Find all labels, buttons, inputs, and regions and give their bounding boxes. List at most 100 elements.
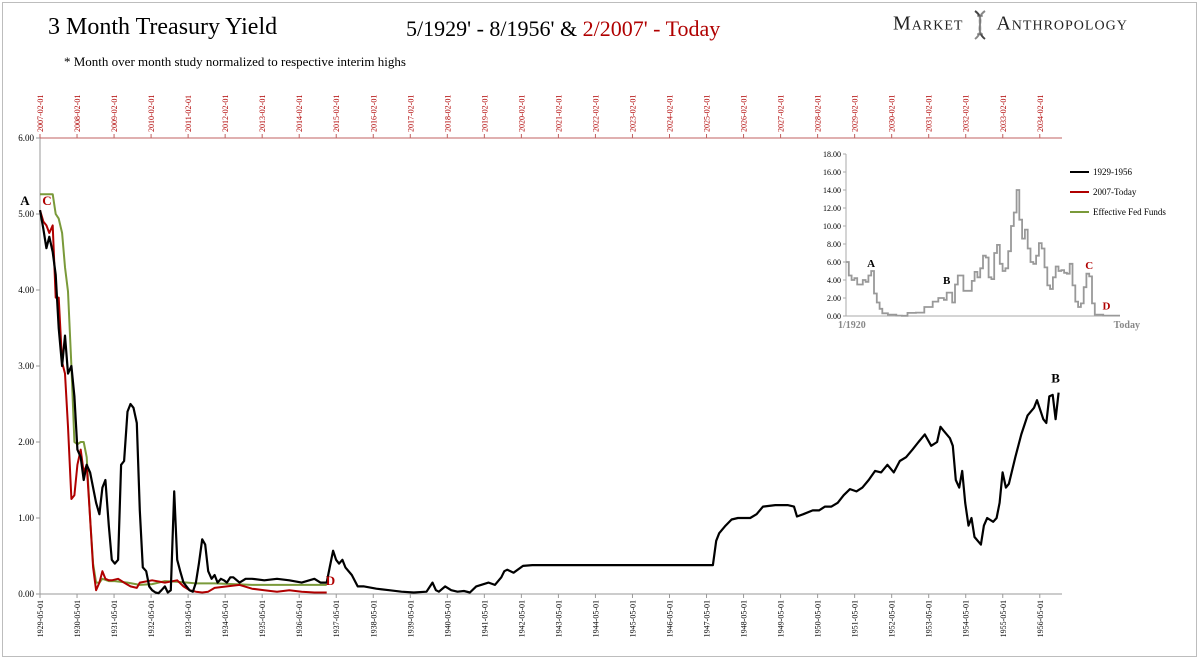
y-tick-label: 3.00 <box>18 361 34 371</box>
y-tick-label: 5.00 <box>18 209 34 219</box>
top-tick-label: 2011-02-01 <box>184 95 193 132</box>
top-tick-label: 2018-02-01 <box>443 95 452 132</box>
inset-y-tick-label: 12.00 <box>823 204 841 213</box>
x-tick-label: 1933-05-01 <box>184 600 193 637</box>
x-tick-label: 1935-05-01 <box>258 600 267 637</box>
x-tick-label: 1938-05-01 <box>369 600 378 637</box>
inset-annotation-B: B <box>943 275 951 287</box>
chart-note: * Month over month study normalized to r… <box>64 54 406 69</box>
x-tick-label: 1955-05-01 <box>999 600 1008 637</box>
x-tick-label: 1956-05-01 <box>1036 600 1045 637</box>
inset-y-tick-label: 4.00 <box>827 276 841 285</box>
x-tick-label: 1944-05-01 <box>591 600 600 637</box>
top-tick-label: 2028-02-01 <box>814 95 823 132</box>
top-tick-label: 2023-02-01 <box>628 95 637 132</box>
top-tick-label: 2032-02-01 <box>962 95 971 132</box>
top-tick-label: 2019-02-01 <box>480 95 489 132</box>
y-tick-label: 0.00 <box>18 589 34 599</box>
top-tick-label: 2008-02-01 <box>73 95 82 132</box>
inset-y-tick-label: 10.00 <box>823 222 841 231</box>
dna-icon <box>974 10 987 40</box>
annotation-A: A <box>20 193 30 208</box>
x-tick-label: 1930-05-01 <box>73 600 82 637</box>
top-tick-label: 2007-02-01 <box>36 95 45 132</box>
top-tick-label: 2025-02-01 <box>703 95 712 132</box>
brand-logo: Market Anthropology <box>893 10 1128 40</box>
top-tick-label: 2009-02-01 <box>110 95 119 132</box>
annotation-B: B <box>1051 371 1060 386</box>
inset-annotation-D: D <box>1102 300 1110 312</box>
top-tick-label: 2021-02-01 <box>554 95 563 132</box>
x-tick-label: 1942-05-01 <box>517 600 526 637</box>
annotation-D: D <box>326 573 335 588</box>
inset-y-tick-label: 14.00 <box>823 186 841 195</box>
inset-y-tick-label: 6.00 <box>827 258 841 267</box>
legend-label: 2007-Today <box>1093 187 1137 197</box>
brand-right: Anthropology <box>996 12 1128 35</box>
series-line-s1929 <box>38 210 1060 595</box>
x-tick-label: 1943-05-01 <box>554 600 563 637</box>
x-tick-label: 1929-05-01 <box>36 600 45 637</box>
x-tick-label: 1954-05-01 <box>962 600 971 637</box>
inset-annotation-C: C <box>1085 260 1093 272</box>
top-tick-label: 2029-02-01 <box>851 95 860 132</box>
x-tick-label: 1941-05-01 <box>480 600 489 637</box>
y-tick-label: 6.00 <box>18 133 34 143</box>
inset-y-tick-label: 8.00 <box>827 240 841 249</box>
inset-y-tick-label: 16.00 <box>823 168 841 177</box>
top-tick-label: 2010-02-01 <box>147 95 156 132</box>
inset-end-label: Today <box>1114 320 1140 331</box>
legend-label: Effective Fed Funds <box>1093 207 1166 217</box>
x-tick-label: 1931-05-01 <box>110 600 119 637</box>
top-tick-label: 2017-02-01 <box>406 95 415 132</box>
top-tick-label: 2031-02-01 <box>925 95 934 132</box>
top-tick-label: 2033-02-01 <box>999 95 1008 132</box>
top-tick-label: 2016-02-01 <box>369 95 378 132</box>
x-tick-label: 1947-05-01 <box>703 600 712 637</box>
annotation-C: C <box>42 193 51 208</box>
chart-title: 3 Month Treasury Yield <box>48 14 278 40</box>
x-tick-label: 1937-05-01 <box>332 600 341 637</box>
y-tick-label: 1.00 <box>18 513 34 523</box>
x-tick-label: 1948-05-01 <box>740 600 749 637</box>
y-tick-label: 4.00 <box>18 285 34 295</box>
inset-y-tick-label: 0.00 <box>827 312 841 321</box>
inset-y-tick-label: 2.00 <box>827 294 841 303</box>
top-tick-label: 2013-02-01 <box>258 95 267 132</box>
x-tick-label: 1940-05-01 <box>443 600 452 637</box>
chart-subtitle: 5/1929' - 8/1956' & 2/2007' - Today <box>406 16 720 42</box>
x-tick-label: 1936-05-01 <box>295 600 304 637</box>
top-tick-label: 2034-02-01 <box>1036 95 1045 132</box>
top-tick-label: 2026-02-01 <box>740 95 749 132</box>
top-tick-label: 2027-02-01 <box>777 95 786 132</box>
top-tick-label: 2030-02-01 <box>888 95 897 132</box>
top-tick-label: 2020-02-01 <box>517 95 526 132</box>
series-line-s2007 <box>39 209 327 594</box>
x-tick-label: 1949-05-01 <box>777 600 786 637</box>
inset-annotation-A: A <box>867 258 875 270</box>
inset-start-label: 1/1920 <box>838 320 866 331</box>
x-tick-label: 1932-05-01 <box>147 600 156 637</box>
top-tick-label: 2012-02-01 <box>221 95 230 132</box>
x-tick-label: 1951-05-01 <box>851 600 860 637</box>
x-tick-label: 1939-05-01 <box>406 600 415 637</box>
x-tick-label: 1950-05-01 <box>814 600 823 637</box>
x-tick-label: 1952-05-01 <box>888 600 897 637</box>
brand-left: Market <box>893 12 964 35</box>
inset-series-line <box>846 189 1120 317</box>
y-tick-label: 2.00 <box>18 437 34 447</box>
x-tick-label: 1953-05-01 <box>925 600 934 637</box>
legend-label: 1929-1956 <box>1093 167 1132 177</box>
x-tick-label: 1934-05-01 <box>221 600 230 637</box>
inset-y-tick-label: 18.00 <box>823 150 841 159</box>
subtitle-black: 5/1929' - 8/1956' & <box>406 16 583 41</box>
top-tick-label: 2014-02-01 <box>295 95 304 132</box>
x-tick-label: 1945-05-01 <box>628 600 637 637</box>
top-tick-label: 2024-02-01 <box>665 95 674 132</box>
top-tick-label: 2022-02-01 <box>591 95 600 132</box>
top-tick-label: 2015-02-01 <box>332 95 341 132</box>
subtitle-red: 2/2007' - Today <box>582 16 721 41</box>
x-tick-label: 1946-05-01 <box>665 600 674 637</box>
